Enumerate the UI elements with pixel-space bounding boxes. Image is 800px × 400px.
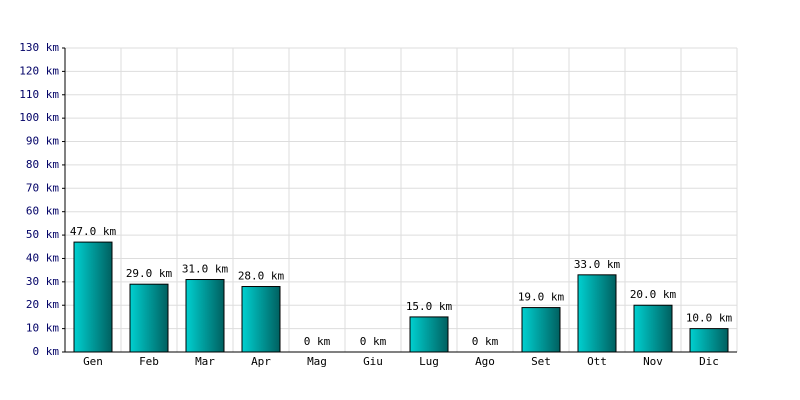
bar bbox=[577, 274, 617, 353]
bar bbox=[409, 316, 449, 353]
x-tick-label: Mar bbox=[195, 355, 215, 368]
y-tick-label: 30 km bbox=[26, 275, 59, 288]
bar bbox=[689, 328, 729, 353]
x-tick-label: Lug bbox=[419, 355, 439, 368]
y-tick-label: 0 km bbox=[33, 345, 60, 358]
value-label: 15.0 km bbox=[406, 300, 453, 313]
value-label: 10.0 km bbox=[686, 312, 733, 325]
x-tick-label: Set bbox=[531, 355, 551, 368]
bar bbox=[521, 307, 561, 353]
bar bbox=[73, 241, 113, 353]
value-label: 33.0 km bbox=[574, 258, 621, 271]
x-tick-label: Dic bbox=[699, 355, 719, 368]
value-label: 19.0 km bbox=[518, 291, 565, 304]
bar bbox=[633, 304, 673, 353]
x-tick-label: Giu bbox=[363, 355, 383, 368]
y-tick-label: 100 km bbox=[19, 111, 59, 124]
value-label: 28.0 km bbox=[238, 270, 285, 283]
bar bbox=[241, 286, 281, 353]
bar bbox=[129, 283, 169, 353]
value-label: 0 km bbox=[472, 335, 499, 348]
y-tick-label: 120 km bbox=[19, 64, 59, 77]
bar bbox=[185, 279, 225, 353]
x-tick-label: Ago bbox=[475, 355, 495, 368]
y-tick-label: 50 km bbox=[26, 228, 59, 241]
x-tick-label: Gen bbox=[83, 355, 103, 368]
y-tick-label: 90 km bbox=[26, 135, 59, 148]
x-tick-label: Mag bbox=[307, 355, 327, 368]
value-label: 0 km bbox=[360, 335, 387, 348]
y-tick-label: 130 km bbox=[19, 41, 59, 54]
value-label: 0 km bbox=[304, 335, 331, 348]
x-tick-label: Ott bbox=[587, 355, 607, 368]
y-tick-label: 60 km bbox=[26, 205, 59, 218]
y-tick-label: 80 km bbox=[26, 158, 59, 171]
x-tick-label: Nov bbox=[643, 355, 663, 368]
x-tick-label: Apr bbox=[251, 355, 271, 368]
value-label: 20.0 km bbox=[630, 288, 677, 301]
x-tick-label: Feb bbox=[139, 355, 159, 368]
value-label: 29.0 km bbox=[126, 267, 173, 280]
y-tick-label: 10 km bbox=[26, 322, 59, 335]
value-label: 31.0 km bbox=[182, 263, 229, 276]
value-label: 47.0 km bbox=[70, 225, 117, 238]
y-tick-label: 20 km bbox=[26, 298, 59, 311]
y-tick-label: 110 km bbox=[19, 88, 59, 101]
y-tick-label: 70 km bbox=[26, 181, 59, 194]
y-tick-label: 40 km bbox=[26, 251, 59, 264]
